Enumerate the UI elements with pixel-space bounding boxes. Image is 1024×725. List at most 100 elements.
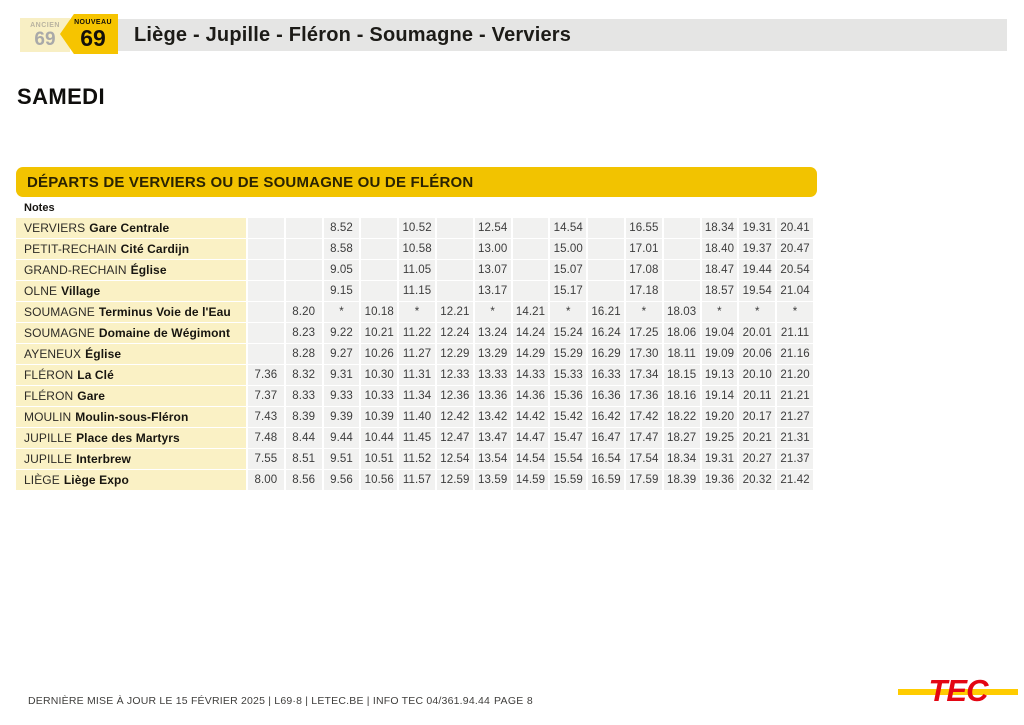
time-cell: 8.56 [285, 470, 322, 490]
time-cell: 17.34 [625, 365, 662, 385]
time-cell: 18.47 [701, 260, 738, 280]
time-cell: 17.01 [625, 239, 662, 259]
tec-logo: TEC [898, 670, 1018, 712]
time-cell [436, 281, 473, 301]
page-header: ANCIEN 69 NOUVEAU 69 Liège - Jupille - F… [0, 0, 1024, 60]
time-cell: 9.39 [323, 407, 360, 427]
time-cell: 18.34 [663, 449, 700, 469]
time-cell: 17.30 [625, 344, 662, 364]
time-cell: 11.40 [399, 407, 435, 427]
page-number: PAGE 8 [494, 695, 533, 707]
stop-name-cell: OLNE Village [16, 281, 246, 301]
stop-name-cell: JUPILLE Place des Martyrs [16, 428, 246, 448]
time-cell: 12.47 [436, 428, 473, 448]
tec-logo-stripe [898, 689, 1018, 695]
time-cell [361, 218, 398, 238]
time-cell: 14.54 [512, 449, 549, 469]
stop-place: GRAND-RECHAIN [24, 263, 127, 277]
new-line-number: 69 [80, 25, 106, 51]
time-cell: 8.52 [323, 218, 360, 238]
stop-name-cell: SOUMAGNE Domaine de Wégimont [16, 323, 246, 343]
time-cell: * [474, 302, 511, 322]
time-cell: 20.32 [739, 470, 776, 490]
time-cell: 19.31 [701, 449, 738, 469]
stop-label: Gare [77, 389, 106, 403]
time-cell: 21.42 [777, 470, 813, 490]
time-cell [361, 260, 398, 280]
stop-name-cell: FLÉRON La Clé [16, 365, 246, 385]
tec-logo-text: TEC [928, 673, 989, 708]
stop-name-cell: LIÈGE Liège Expo [16, 470, 246, 490]
time-cell: 18.27 [663, 428, 700, 448]
time-cell [361, 281, 398, 301]
table-row: GRAND-RECHAIN Église 9.05 11.05 13.07 15.07 17… [16, 260, 813, 280]
time-cell: 8.28 [285, 344, 322, 364]
time-cell [512, 260, 549, 280]
time-cell: 19.37 [739, 239, 776, 259]
time-cell: 13.42 [474, 407, 511, 427]
time-cell: 19.25 [701, 428, 738, 448]
time-cell: * [777, 302, 813, 322]
time-cell: 15.47 [550, 428, 587, 448]
time-cell: 9.22 [323, 323, 360, 343]
time-cell: 20.17 [739, 407, 776, 427]
time-cell: * [739, 302, 776, 322]
time-cell: 10.30 [361, 365, 398, 385]
time-cell: 13.07 [474, 260, 511, 280]
time-cell: * [701, 302, 738, 322]
time-cell: 15.29 [550, 344, 587, 364]
time-cell [248, 218, 284, 238]
time-cell: 12.29 [436, 344, 473, 364]
time-cell: 18.34 [701, 218, 738, 238]
time-cell: 10.18 [361, 302, 398, 322]
stop-name-cell: SOUMAGNE Terminus Voie de l'Eau [16, 302, 246, 322]
time-cell: 13.29 [474, 344, 511, 364]
footer-info-text: DERNIÈRE MISE À JOUR LE 15 FÉVRIER 2025 … [28, 695, 491, 707]
time-cell: 19.31 [739, 218, 776, 238]
stop-label: Place des Martyrs [76, 431, 180, 445]
stop-label: Cité Cardijn [120, 242, 190, 256]
time-cell [248, 281, 284, 301]
stop-label: Village [61, 284, 101, 298]
new-line-label: NOUVEAU [74, 19, 112, 26]
time-cell: 14.21 [512, 302, 549, 322]
time-cell: 9.44 [323, 428, 360, 448]
time-cell [663, 281, 700, 301]
time-cell: 15.59 [550, 470, 587, 490]
time-cell [512, 218, 549, 238]
time-cell: 15.07 [550, 260, 587, 280]
time-cell: 8.51 [285, 449, 322, 469]
time-cell: 15.42 [550, 407, 587, 427]
time-cell: 9.33 [323, 386, 360, 406]
time-cell: 9.51 [323, 449, 360, 469]
time-cell: 7.48 [248, 428, 284, 448]
time-cell: 18.03 [663, 302, 700, 322]
time-cell: 15.36 [550, 386, 587, 406]
time-cell: 21.16 [777, 344, 813, 364]
time-cell [436, 260, 473, 280]
time-cell: 11.05 [399, 260, 435, 280]
time-cell [285, 218, 322, 238]
time-cell: 10.51 [361, 449, 398, 469]
timetable: VERVIERS Gare Centrale 8.52 10.52 12.54 14.54… [16, 218, 813, 491]
time-cell: 16.21 [588, 302, 624, 322]
time-cell: 20.21 [739, 428, 776, 448]
stop-name-cell: MOULIN Moulin-sous-Fléron [16, 407, 246, 427]
time-cell [248, 239, 284, 259]
table-row: JUPILLE Place des Martyrs 7.48 8.44 9.44 10.4… [16, 428, 813, 448]
time-cell: 20.27 [739, 449, 776, 469]
time-cell: 14.42 [512, 407, 549, 427]
table-row: LIÈGE Liège Expo 8.00 8.56 9.56 10.56 11.57 12.… [16, 470, 813, 490]
time-cell: 15.54 [550, 449, 587, 469]
time-cell: 19.54 [739, 281, 776, 301]
time-cell: 21.20 [777, 365, 813, 385]
time-cell: 12.59 [436, 470, 473, 490]
time-cell: 19.13 [701, 365, 738, 385]
time-cell: 17.18 [625, 281, 662, 301]
time-cell [436, 239, 473, 259]
time-cell: 11.52 [399, 449, 435, 469]
time-cell: 20.11 [739, 386, 776, 406]
time-cell: 16.54 [588, 449, 624, 469]
time-cell: 9.15 [323, 281, 360, 301]
time-cell: 21.27 [777, 407, 813, 427]
